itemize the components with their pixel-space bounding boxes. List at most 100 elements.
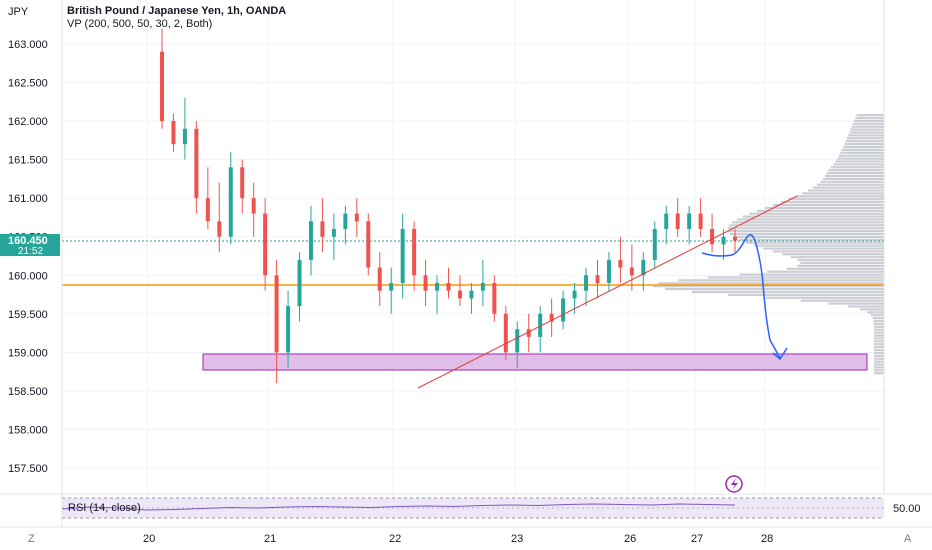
candle-body xyxy=(503,313,508,353)
volume-profile-bar xyxy=(732,221,884,224)
candle-body xyxy=(160,51,164,122)
rsi-label[interactable]: RSI (14, close) xyxy=(68,502,141,514)
volume-profile-bar xyxy=(773,203,884,207)
candle-body xyxy=(652,229,657,260)
volume-profile xyxy=(653,114,884,375)
volume-profile-bar xyxy=(845,140,884,143)
volume-profile-bar xyxy=(828,302,884,305)
candle-body xyxy=(687,213,692,230)
candle-body xyxy=(389,282,394,291)
volume-profile-bar xyxy=(873,366,884,369)
volume-profile-bar xyxy=(856,114,884,117)
volume-profile-bar xyxy=(749,212,884,215)
volume-profile-bar xyxy=(873,348,884,352)
lightning-icon[interactable] xyxy=(725,475,743,493)
candle-body xyxy=(733,236,737,241)
candle-body xyxy=(515,329,520,353)
rsi-line xyxy=(61,503,736,511)
volume-profile-bar xyxy=(844,143,884,146)
volume-profile-bar xyxy=(874,369,884,372)
volume-profile-bar xyxy=(825,174,884,178)
candle-body xyxy=(308,221,313,260)
volume-profile-bar xyxy=(691,290,884,294)
volume-profile-bar xyxy=(855,116,884,120)
volume-profile-bar xyxy=(835,160,884,163)
volume-profile-bar xyxy=(665,288,884,291)
candle-body xyxy=(240,167,245,199)
candle-body xyxy=(629,267,634,276)
symbol-title[interactable]: British Pound / Japanese Yen, 1h, OANDA xyxy=(67,5,286,17)
indicator-vp-label[interactable]: VP (200, 500, 50, 30, 2, Both) xyxy=(67,18,212,30)
candle-body xyxy=(205,198,210,222)
volume-profile-bar xyxy=(795,195,884,198)
volume-profile-bar xyxy=(788,198,884,201)
projected-path[interactable] xyxy=(701,234,781,359)
candle-body xyxy=(182,128,187,145)
candle-body xyxy=(698,213,703,230)
grid-lines xyxy=(62,0,884,494)
volume-profile-bar xyxy=(820,180,884,183)
candle-body xyxy=(194,128,199,199)
volume-profile-bar xyxy=(733,235,884,238)
volume-profile-bar xyxy=(658,282,884,285)
volume-profile-bar xyxy=(766,296,884,299)
volume-profile-bar xyxy=(812,186,884,189)
candle-body xyxy=(572,290,577,299)
corner-right-label[interactable]: A xyxy=(904,533,912,545)
arrow-head xyxy=(772,347,788,361)
volume-profile-bar xyxy=(678,279,884,282)
volume-profile-bar xyxy=(873,334,884,337)
time-tick-label: 27 xyxy=(691,533,703,545)
candle-body xyxy=(228,167,233,237)
candle-body xyxy=(492,282,497,314)
candle-body xyxy=(457,290,462,299)
candle-body xyxy=(618,259,623,268)
volume-profile-bar xyxy=(873,363,884,366)
volume-profile-bar xyxy=(742,215,884,218)
candle-body xyxy=(400,229,405,283)
time-axis[interactable]: 20 21 22 23 26 27 28 xyxy=(143,533,773,545)
volume-profile-bar xyxy=(867,311,884,314)
trendline[interactable] xyxy=(417,195,798,389)
price-badge-value: 160.450 xyxy=(8,235,48,247)
volume-profile-bar xyxy=(851,125,884,128)
volume-profile-bar xyxy=(802,192,884,195)
candle-body xyxy=(480,282,485,291)
volume-profile-bar xyxy=(843,145,884,149)
time-tick-label: 23 xyxy=(511,533,523,545)
price-tick-label: 162.000 xyxy=(8,116,48,128)
volume-profile-bar xyxy=(873,343,884,346)
volume-profile-bar xyxy=(729,224,884,227)
price-tick-label: 163.000 xyxy=(8,39,48,51)
volume-profile-bar xyxy=(873,325,884,328)
volume-profile-bar xyxy=(859,308,884,311)
volume-profile-bar xyxy=(739,273,884,276)
corner-left-label[interactable]: Z xyxy=(28,533,35,545)
volume-profile-bar xyxy=(736,218,884,221)
volume-profile-bar xyxy=(727,230,884,233)
volume-profile-bar xyxy=(874,372,884,375)
candle-body xyxy=(561,298,566,322)
volume-profile-bar xyxy=(873,357,884,360)
volume-profile-bar xyxy=(800,261,884,265)
candle-body xyxy=(412,229,417,276)
candle-body xyxy=(251,198,256,214)
volume-profile-bar xyxy=(767,270,884,273)
candle-body xyxy=(584,275,589,291)
price-tick-label: 159.500 xyxy=(8,309,48,321)
support-zone[interactable] xyxy=(202,353,868,371)
price-tick-label: 161.000 xyxy=(8,193,48,205)
volume-profile-bar xyxy=(840,151,884,154)
candle-body xyxy=(286,306,291,353)
time-tick-label: 21 xyxy=(264,533,276,545)
volume-profile-bar xyxy=(870,314,884,317)
volume-profile-bar xyxy=(873,340,884,343)
candle-body xyxy=(297,259,302,307)
time-tick-label: 20 xyxy=(143,533,155,545)
candle-body xyxy=(423,275,428,291)
currency-label: JPY xyxy=(8,6,29,18)
volume-profile-bar xyxy=(873,319,884,323)
price-tick-label: 158.000 xyxy=(8,424,48,436)
volume-profile-bar xyxy=(873,360,884,363)
